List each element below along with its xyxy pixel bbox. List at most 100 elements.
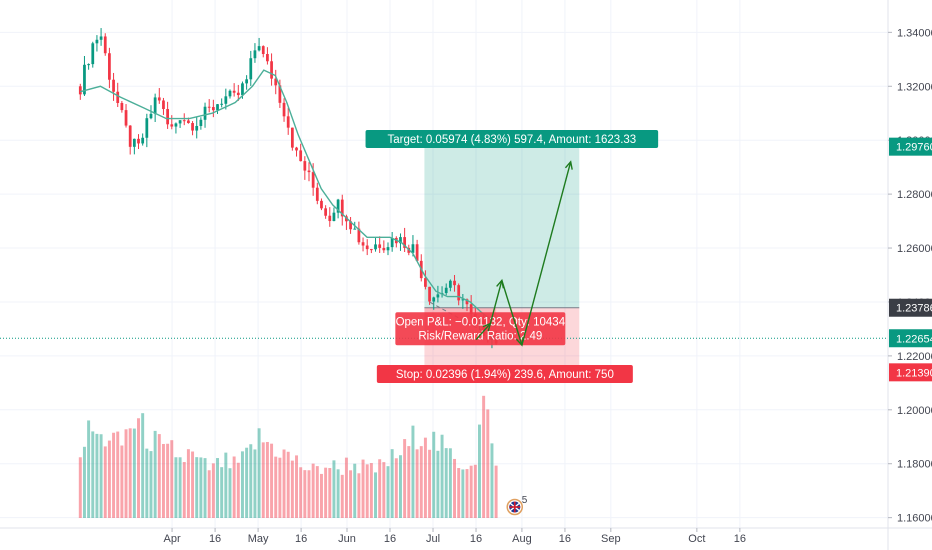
candle-body [374,244,377,250]
event-count-badge: 5 [522,495,528,506]
open-pnl-bg [395,312,566,346]
candle-body [324,208,328,216]
candle-body [182,120,186,122]
candle-body [361,242,365,246]
volume-bar [357,473,361,518]
volume-bar [245,447,249,518]
candle-body [207,106,211,108]
volume-bar [249,444,253,518]
price-tick-label: 1.20000 [897,405,932,417]
price-axis[interactable]: 1.160001.180001.200001.220001.240001.260… [887,0,932,550]
volume-bar [448,448,452,518]
candle-body [83,64,86,95]
time-tick-label: 16 [559,533,571,545]
candle-body [128,125,132,147]
target-label-bg [365,130,659,148]
volume-bar [278,457,282,518]
volume-bar [319,473,323,518]
volume-bar [432,431,436,518]
candle-body [132,138,136,147]
candle-body [112,79,115,92]
candle-body [436,294,440,298]
candle-body [303,161,307,171]
volume-bar [145,448,149,518]
volume-bar [186,449,190,518]
volume-bar [261,442,265,518]
volume-bar [490,443,494,518]
current-price-tag-text: 1.22654 [896,333,932,345]
volume-bar [182,461,186,518]
volume-bar [365,464,369,518]
stop-label-bg [376,365,633,383]
ma-line [80,69,497,325]
candle-body [365,245,369,250]
volume-bar [257,428,261,518]
volume-bar [166,443,170,518]
uk-flag-icon [506,498,524,516]
candle-body [332,212,336,222]
candle-body [236,92,240,96]
price-tick-label: 1.34000 [897,27,932,39]
time-tick-label: 16 [384,533,396,545]
volume-bar [82,446,86,518]
volume-bar [394,458,398,518]
volume-bar [336,469,340,518]
volume-bar [303,470,307,518]
entry-price-tag-text: 1.23786 [896,303,932,315]
volume-bar [236,462,240,518]
volume-bar [382,462,386,518]
volume-bar [369,463,373,518]
candle-body [453,280,456,286]
candle-body [157,97,161,101]
time-tick-label: 16 [734,533,746,545]
candle-body [220,103,224,105]
candle-body [116,91,120,103]
stop-label-text: Stop: 0.02396 (1.94%) 239.6, Amount: 750 [396,369,614,381]
candle-body [199,119,203,126]
candle-body [187,120,190,124]
volume-bar [482,395,486,518]
open-pnl-label: Open P&L: −0.01132, Qty: 10434 Risk/Rewar… [395,312,566,346]
volume-bar [191,451,195,518]
volume-bar [307,470,311,518]
candle-body [278,85,282,103]
volume-bar [415,449,419,518]
candle-body [232,90,236,93]
volume-bar [349,470,353,518]
volume-bar [453,458,457,518]
current-price-tag-bg [889,329,932,348]
stop-price-tag: 1.21390 [889,363,932,382]
volume-bar [374,472,378,518]
open-pnl-text: Open P&L: −0.01132, Qty: 10434 [396,316,566,328]
time-tick-label: May [248,533,269,545]
volume-bar [295,455,298,518]
target-label: Target: 0.05974 (4.83%) 597.4, Amount: 1… [365,130,659,148]
candle-body [261,46,265,55]
candle-body [299,150,303,162]
volume-bar [120,445,124,518]
volume-bar [270,443,274,518]
candle-body [203,106,207,120]
volume-bar [274,456,278,518]
candle-body [378,244,382,248]
volume-bar [87,420,91,518]
candle-body [124,110,128,126]
volume-bar [141,413,145,518]
price-tick-label: 1.28000 [897,189,932,201]
candle-body [320,200,323,209]
candle-body [216,104,219,111]
volume-bar [315,466,319,518]
candle-body [99,36,103,40]
time-tick-label: Aug [512,533,532,545]
candle-body [95,39,99,44]
volume-bar [407,446,411,518]
volume-bars [78,395,498,518]
volume-bar [232,456,236,518]
chart-grid [0,0,888,528]
time-axis[interactable]: Apr 16 May 16 Jun 16 Jul 16 Aug 16 Sep Oct 16 [0,527,932,545]
volume-bar [423,437,427,518]
candle-body [166,109,169,125]
volume-bar [473,464,477,518]
volume-bar [419,446,423,518]
